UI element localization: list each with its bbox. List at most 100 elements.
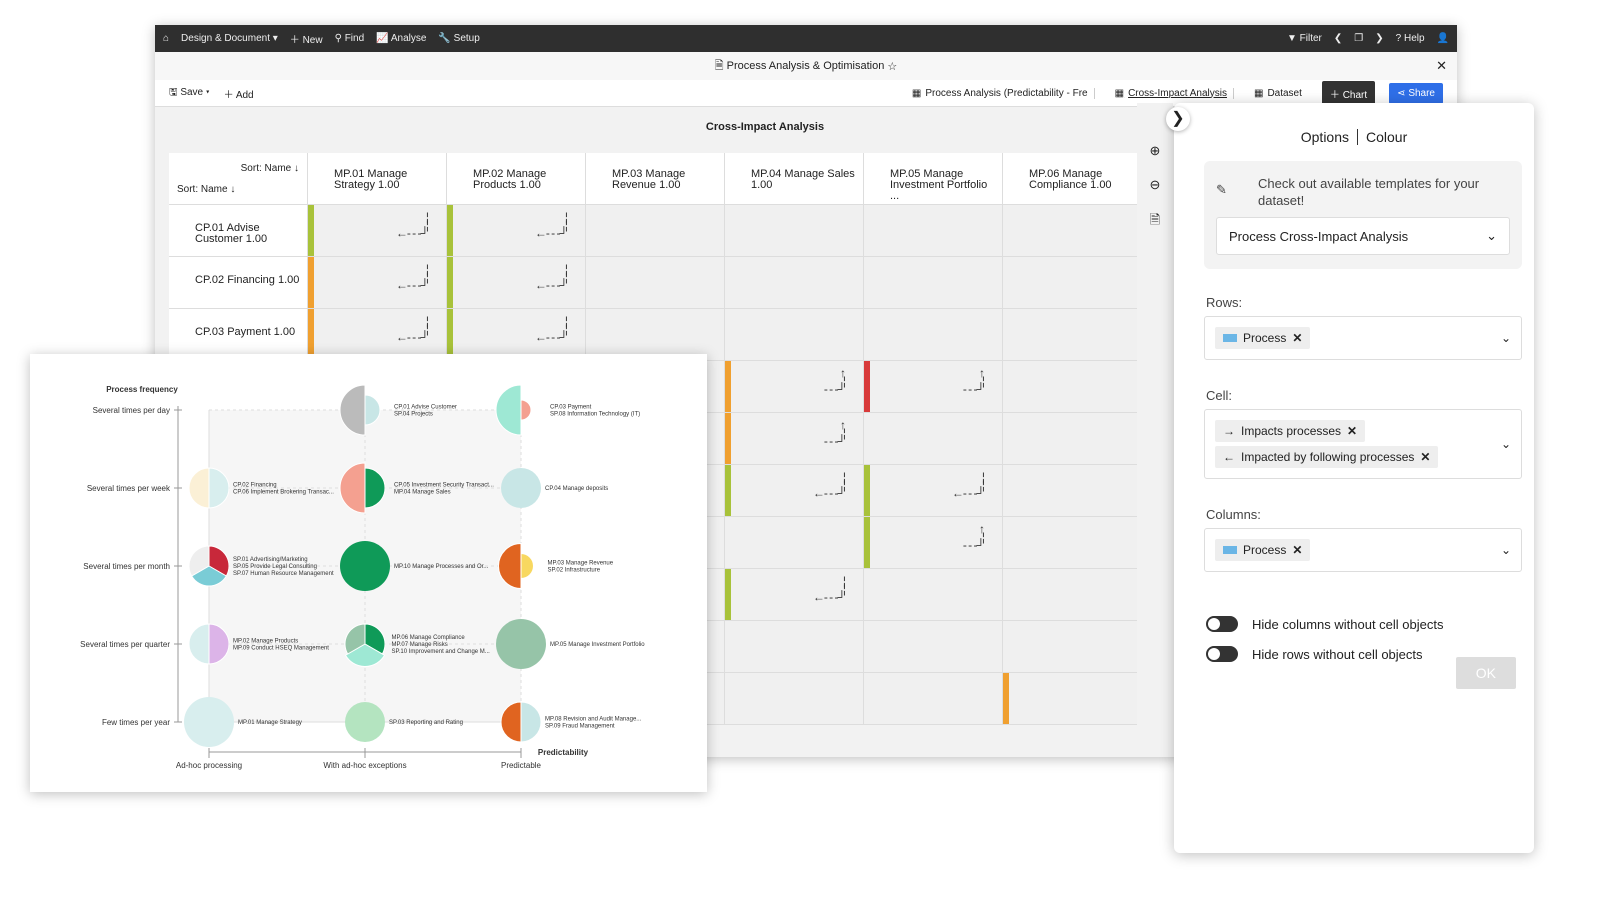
rows-select[interactable]: Process ✕ ⌄ <box>1204 316 1522 360</box>
back-icon[interactable]: ❮ <box>1333 33 1343 44</box>
column-header[interactable]: MP.06 Manage Compliance 1.00 <box>1003 153 1142 205</box>
toggle-hide-rows[interactable]: Hide rows without cell objects <box>1206 646 1534 662</box>
bubble-label: SP.08 Information Technology (IT) <box>550 412 640 418</box>
arrow-left-icon: ¦ ¦ ←- - -┘ <box>395 314 429 344</box>
impact-cell[interactable]: ¦ ¦ ←- - -┘ <box>308 205 447 257</box>
tab-cross-impact[interactable]: ▦ Cross-Impact Analysis <box>1109 87 1234 99</box>
impact-color-bar <box>725 413 731 464</box>
grid-cell <box>864 257 1003 309</box>
save-button[interactable]: 🖫 Save ▾ <box>169 86 210 98</box>
tab-options[interactable]: Options <box>1300 129 1349 145</box>
cell-label: Cell: <box>1206 388 1233 403</box>
window-title: Process Analysis & Optimisation <box>726 60 885 72</box>
bubble-label: MP.02 Manage Products <box>233 639 298 645</box>
column-header[interactable]: MP.02 Manage Products 1.00 <box>447 153 586 205</box>
window-icon[interactable]: ❐ <box>1354 33 1364 44</box>
columns-chip: Process ✕ <box>1215 539 1311 561</box>
document-icon: 🗎 <box>714 59 727 72</box>
matrix-icon: ▦ <box>1114 87 1125 99</box>
sort-columns[interactable]: Sort: Name ↓ <box>240 163 299 174</box>
row-header[interactable]: CP.03 Payment 1.00 <box>169 309 308 361</box>
impact-cell[interactable] <box>1003 673 1142 725</box>
add-label: Add <box>235 89 254 101</box>
user-icon[interactable]: 👤 <box>1436 33 1449 44</box>
impact-cell[interactable]: ¦ ¦ ←- - -┘ <box>447 257 586 309</box>
impact-cell[interactable]: ¦ ¦ ←- - -┘ <box>447 205 586 257</box>
arrow-up-icon: ↑ ¦ - - -┘ <box>962 366 985 396</box>
sort-rows[interactable]: Sort: Name ↓ <box>177 184 236 195</box>
options-panel: ❯ Options Colour ✎ Check out available tem… <box>1166 103 1534 853</box>
zoom-out-icon[interactable]: ⊖ <box>1149 177 1161 192</box>
favorite-star-icon[interactable]: ☆ <box>887 60 898 73</box>
add-button[interactable]: ＋ Add <box>223 89 254 101</box>
tab-label: Dataset <box>1267 87 1302 99</box>
tab-dataset[interactable]: ▦ Dataset <box>1248 88 1308 99</box>
bubble-label: SP.05 Provide Legal Consulting <box>233 564 317 570</box>
bubble-label: SP.07 Human Resource Management <box>233 571 334 577</box>
add-chart-button[interactable]: ＋ Chart <box>1321 80 1376 106</box>
impact-cell[interactable]: ↑ ¦ - - -┘ <box>725 361 864 413</box>
impact-cell[interactable]: ¦ ¦ ←- - -┘ <box>864 465 1003 517</box>
row-header[interactable]: CP.02 Financing 1.00 <box>169 257 308 309</box>
grid-cell <box>1003 309 1142 361</box>
remove-icon[interactable]: ✕ <box>1292 543 1303 557</box>
title-bar: 🗎 Process Analysis & Optimisation ☆ ✕ <box>155 52 1457 80</box>
collapse-panel-icon[interactable]: ❯ <box>1166 107 1190 131</box>
chart-icon: ▦ <box>911 87 922 99</box>
cell-select[interactable]: → Impacts processes ✕ ← Impacted by follo… <box>1204 409 1522 479</box>
filter-button[interactable]: ▼ Filter <box>1286 33 1322 44</box>
home-icon[interactable]: ⌂ <box>163 33 170 44</box>
nav-analyse[interactable]: 📈 Analyse <box>376 33 427 44</box>
columns-label: Columns: <box>1206 507 1261 522</box>
column-header[interactable]: MP.01 Manage Strategy 1.00 <box>308 153 447 205</box>
close-icon[interactable]: ✕ <box>1436 58 1447 73</box>
impact-color-bar <box>725 569 731 620</box>
y-tick-label: Several times per week <box>87 484 171 493</box>
forward-icon[interactable]: ❯ <box>1375 33 1384 44</box>
share-button[interactable]: ⋖ Share <box>1389 82 1443 104</box>
tab-colour[interactable]: Colour <box>1357 129 1407 145</box>
impact-cell[interactable]: ¦ ¦ ←- - -┘ <box>447 309 586 361</box>
toggle-switch[interactable] <box>1206 646 1238 662</box>
column-header[interactable]: MP.04 Manage Sales 1.00 <box>725 153 864 205</box>
toggle-switch[interactable] <box>1206 616 1238 632</box>
nav-new[interactable]: ＋ New <box>289 35 323 46</box>
arrow-left-icon: ¦ ¦ ←- - -┘ <box>951 470 985 500</box>
row-header[interactable]: CP.01 Advise Customer 1.00 <box>169 205 308 257</box>
help-button[interactable]: ? Help <box>1395 33 1425 44</box>
tab-label: Process Analysis (Predictability - Fre <box>925 87 1088 99</box>
column-header[interactable]: MP.05 Manage Investment Portfolio ... <box>864 153 1003 205</box>
impact-cell[interactable]: ¦ ¦ ←- - -┘ <box>308 257 447 309</box>
arrow-left-icon: ¦ ¦ ←- - -┘ <box>812 574 846 604</box>
remove-icon[interactable]: ✕ <box>1347 424 1358 438</box>
bubble-chart-window: Process frequency Predictability Several t… <box>30 354 707 792</box>
impact-cell[interactable]: ¦ ¦ ←- - -┘ <box>725 569 864 621</box>
template-select[interactable]: Process Cross-Impact Analysis ⌄ <box>1216 217 1510 255</box>
export-icon[interactable]: 🗎 <box>1149 212 1161 227</box>
tab-process-analysis[interactable]: ▦ Process Analysis (Predictability - Fre <box>906 87 1095 99</box>
arrow-left-icon: ¦ ¦ ←- - -┘ <box>534 210 568 240</box>
toggle-label: Hide columns without cell objects <box>1252 616 1444 632</box>
nav-setup[interactable]: 🔧 Setup <box>438 33 480 44</box>
grid-cell <box>1003 257 1142 309</box>
ok-button[interactable]: OK <box>1455 657 1516 689</box>
impact-cell[interactable]: ↑ ¦ - - -┘ <box>864 517 1003 569</box>
impact-cell[interactable]: ¦ ¦ ←- - -┘ <box>725 465 864 517</box>
remove-icon[interactable]: ✕ <box>1420 450 1431 464</box>
column-header[interactable]: MP.03 Manage Revenue 1.00 <box>586 153 725 205</box>
bubble-wedge <box>520 399 532 421</box>
columns-select[interactable]: Process ✕ ⌄ <box>1204 528 1522 572</box>
template-text: Check out available templates for your d… <box>1258 176 1480 208</box>
nav-design-document[interactable]: Design & Document ▾ <box>181 33 278 44</box>
impact-cell[interactable]: ↑ ¦ - - -┘ <box>725 413 864 465</box>
toggle-hide-columns[interactable]: Hide columns without cell objects <box>1206 616 1534 632</box>
bubble-label: CP.04 Manage deposits <box>545 486 608 492</box>
grid-cell <box>864 205 1003 257</box>
impact-color-bar <box>447 257 453 308</box>
zoom-in-icon[interactable]: ⊕ <box>1149 143 1161 158</box>
impact-cell[interactable]: ↑ ¦ - - -┘ <box>864 361 1003 413</box>
nav-find[interactable]: ⚲ Find <box>334 33 365 44</box>
rows-chip: Process ✕ <box>1215 327 1311 349</box>
remove-icon[interactable]: ✕ <box>1292 331 1303 345</box>
arrow-up-icon: ↑ ¦ - - -┘ <box>823 366 846 396</box>
